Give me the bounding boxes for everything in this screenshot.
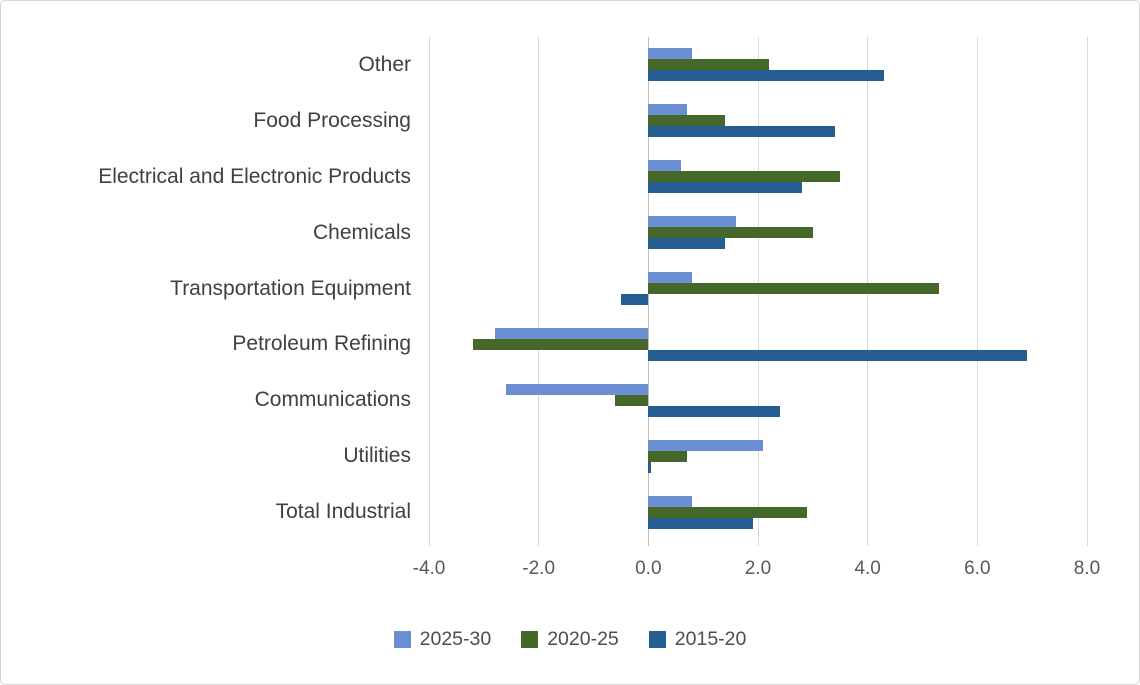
- bar-2025-30-utilities: [648, 439, 764, 451]
- x-tick-label: 4.0: [854, 558, 881, 579]
- bar-2020-25-electrical-and-electronic-products: [648, 171, 841, 183]
- bar-2015-20-utilities: [648, 461, 652, 473]
- bar-2015-20-total-industrial: [648, 517, 753, 529]
- bar-2025-30-total-industrial: [648, 495, 693, 507]
- gridline: [976, 37, 978, 546]
- category-label: Petroleum Refining: [232, 332, 411, 356]
- bar-2020-25-chemicals: [648, 227, 813, 239]
- bar-2020-25-total-industrial: [648, 506, 808, 518]
- bar-2015-20-electrical-and-electronic-products: [648, 182, 802, 194]
- bar-2025-30-food-processing: [648, 104, 687, 116]
- bar-2025-30-chemicals: [648, 216, 737, 228]
- gridline: [538, 37, 540, 546]
- x-tick-label: 0.0: [635, 558, 662, 579]
- bar-2025-30-communications: [505, 383, 649, 395]
- bar-2020-25-transportation-equipment: [648, 283, 939, 294]
- bar-2025-30-transportation-equipment: [648, 272, 693, 283]
- legend-item-2015-20: 2015-20: [648, 627, 747, 651]
- bar-2020-25-petroleum-refining: [472, 338, 649, 350]
- bar-2015-20-food-processing: [648, 126, 835, 138]
- x-tick-label: -2.0: [522, 558, 556, 579]
- legend-swatch-icon: [648, 630, 666, 648]
- x-tick-label: 2.0: [744, 558, 772, 579]
- x-tick-label: 8.0: [1073, 558, 1101, 579]
- bar-2015-20-communications: [648, 405, 780, 417]
- gridline: [428, 37, 430, 546]
- legend-item-2020-25: 2020-25: [521, 628, 619, 651]
- legend-swatch-icon: [393, 630, 411, 648]
- bar-2020-25-other: [648, 59, 769, 71]
- legend-item-2025-30: 2025-30: [393, 627, 492, 651]
- x-tick-label: -4.0: [412, 558, 446, 579]
- category-label: Transportation Equipment: [170, 276, 411, 300]
- category-label: Chemicals: [312, 220, 411, 244]
- bar-2015-20-petroleum-refining: [648, 349, 1027, 361]
- legend-label: 2015-20: [674, 627, 747, 650]
- category-label: Food Processing: [253, 108, 411, 132]
- category-label: Electrical and Electronic Products: [98, 164, 411, 188]
- plot-area: [428, 37, 1088, 546]
- category-axis-labels: Other Food Processing Electrical and Elect…: [1, 37, 411, 540]
- x-tick-label: 6.0: [964, 558, 991, 579]
- legend: 2025-30 2020-25 2015-20: [1, 622, 1139, 656]
- bar-2025-30-petroleum-refining: [494, 327, 649, 339]
- bar-2025-30-electrical-and-electronic-products: [648, 160, 682, 172]
- bar-2020-25-communications: [615, 394, 649, 406]
- bar-2025-30-other: [648, 48, 693, 60]
- bar-2020-25-utilities: [648, 450, 687, 462]
- category-label: Other: [358, 53, 411, 76]
- bar-2020-25-food-processing: [648, 115, 726, 127]
- legend-label: 2025-30: [419, 627, 492, 650]
- category-label: Communications: [254, 388, 411, 412]
- legend-swatch-icon: [521, 630, 539, 648]
- gridline: [1086, 37, 1088, 546]
- bar-2015-20-transportation-equipment: [620, 294, 649, 305]
- bar-2015-20-other: [648, 70, 885, 82]
- legend-label: 2020-25: [547, 627, 619, 650]
- category-label: Total Industrial: [275, 500, 411, 524]
- category-label: Utilities: [343, 444, 411, 468]
- bar-2015-20-chemicals: [648, 238, 726, 250]
